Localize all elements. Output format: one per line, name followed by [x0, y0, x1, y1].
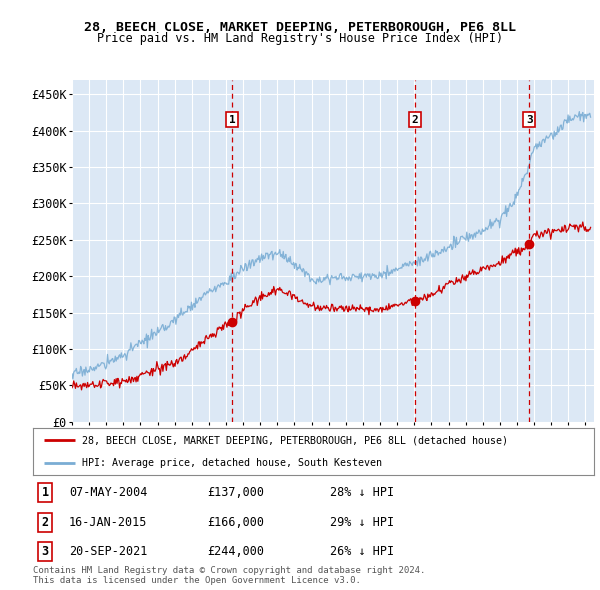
- Text: £244,000: £244,000: [207, 545, 264, 558]
- Text: 28, BEECH CLOSE, MARKET DEEPING, PETERBOROUGH, PE6 8LL (detached house): 28, BEECH CLOSE, MARKET DEEPING, PETERBO…: [82, 435, 508, 445]
- Text: £166,000: £166,000: [207, 516, 264, 529]
- Text: Contains HM Land Registry data © Crown copyright and database right 2024.
This d: Contains HM Land Registry data © Crown c…: [33, 566, 425, 585]
- Text: 20-SEP-2021: 20-SEP-2021: [69, 545, 148, 558]
- Text: 16-JAN-2015: 16-JAN-2015: [69, 516, 148, 529]
- Text: 07-MAY-2004: 07-MAY-2004: [69, 486, 148, 499]
- Text: HPI: Average price, detached house, South Kesteven: HPI: Average price, detached house, Sout…: [82, 458, 382, 468]
- Text: 29% ↓ HPI: 29% ↓ HPI: [330, 516, 394, 529]
- Text: 1: 1: [229, 114, 235, 124]
- Text: 26% ↓ HPI: 26% ↓ HPI: [330, 545, 394, 558]
- Text: 2: 2: [41, 516, 49, 529]
- Text: 28, BEECH CLOSE, MARKET DEEPING, PETERBOROUGH, PE6 8LL: 28, BEECH CLOSE, MARKET DEEPING, PETERBO…: [84, 21, 516, 34]
- Text: 3: 3: [41, 545, 49, 558]
- Text: 28% ↓ HPI: 28% ↓ HPI: [330, 486, 394, 499]
- Text: 3: 3: [526, 114, 533, 124]
- Text: £137,000: £137,000: [207, 486, 264, 499]
- Text: Price paid vs. HM Land Registry's House Price Index (HPI): Price paid vs. HM Land Registry's House …: [97, 32, 503, 45]
- Text: 2: 2: [412, 114, 418, 124]
- Text: 1: 1: [41, 486, 49, 499]
